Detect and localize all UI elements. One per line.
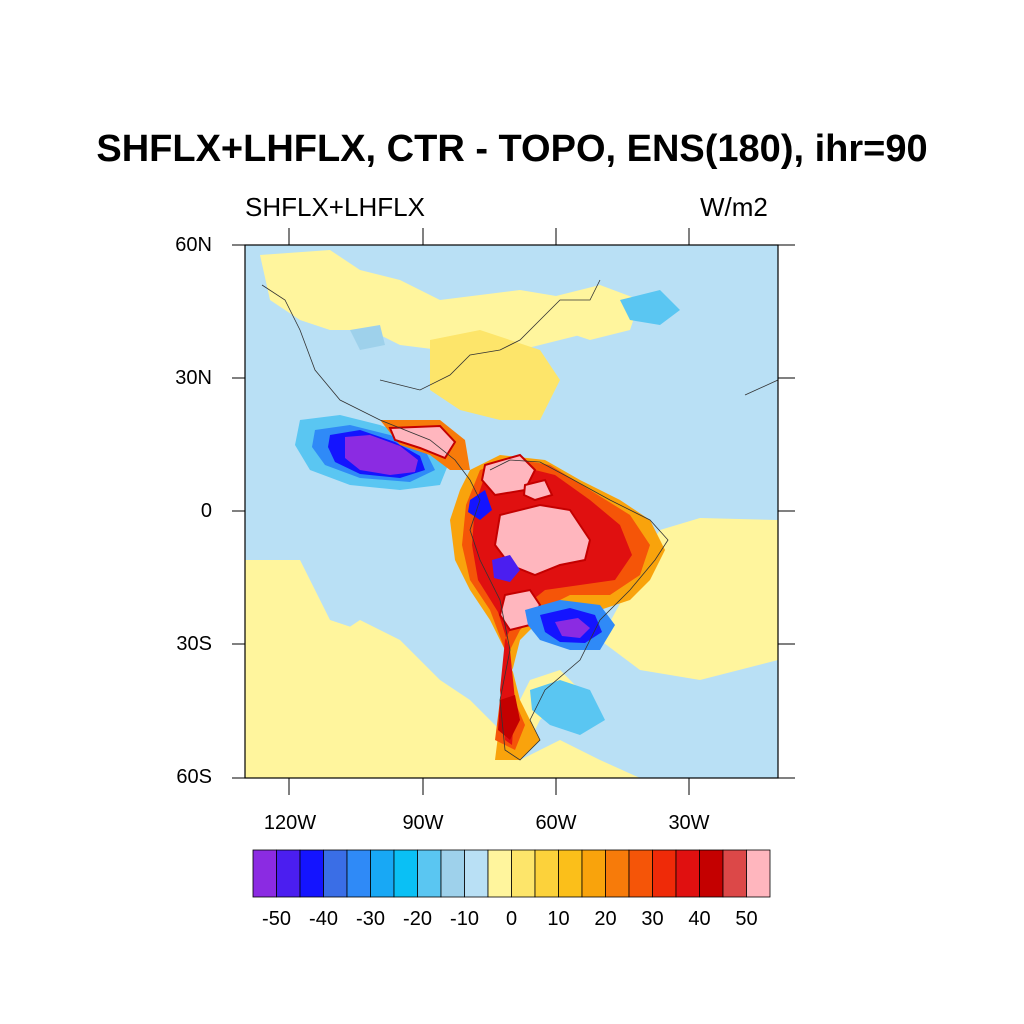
map-field xyxy=(245,245,778,778)
colorbar-box xyxy=(440,849,465,898)
lon-label-120w: 120W xyxy=(263,812,317,834)
colorbar-box xyxy=(393,849,418,898)
colorbar-box xyxy=(746,849,771,898)
lat-label-30s: 30S xyxy=(176,633,212,655)
colorbar-box xyxy=(511,849,536,898)
colorbar-box xyxy=(699,849,724,898)
colorbar-box xyxy=(487,849,512,898)
colorbar-label: -10 xyxy=(450,908,479,930)
lon-label-90w: 90W xyxy=(402,812,444,834)
map-ticks xyxy=(232,228,795,795)
colorbar-box xyxy=(628,849,653,898)
lat-label-eq: 0 xyxy=(200,500,212,522)
north-america-positive xyxy=(260,250,600,350)
colorbar-box xyxy=(558,849,583,898)
colorbar-label: 30 xyxy=(641,908,664,930)
colorbar-box xyxy=(534,849,559,898)
gulf-positive xyxy=(430,330,560,420)
lon-label-30w: 30W xyxy=(668,812,710,834)
colorbar-box xyxy=(417,849,442,898)
colorbar-box xyxy=(652,849,677,898)
colorbar-label: 20 xyxy=(594,908,617,930)
colorbar-label: 0 xyxy=(505,908,518,930)
lat-label-60s: 60S xyxy=(176,766,212,788)
variable-label: SHFLX+LHFLX xyxy=(245,192,425,222)
south-pacific-positive xyxy=(245,560,520,778)
colorbar-box xyxy=(252,849,277,898)
map-title: SHFLX+LHFLX, CTR - TOPO, ENS(180), ihr=9… xyxy=(96,128,928,170)
colorbar-box xyxy=(370,849,395,898)
colorbar-box xyxy=(323,849,348,898)
colorbar-box xyxy=(675,849,700,898)
colorbar-box xyxy=(299,849,324,898)
colorbar-box xyxy=(346,849,371,898)
colorbar-box xyxy=(276,849,301,898)
colorbar-box xyxy=(464,849,489,898)
colorbar-label: -20 xyxy=(403,908,432,930)
lon-label-60w: 60W xyxy=(535,812,577,834)
colorbar-label: 10 xyxy=(547,908,570,930)
colorbar-label: 50 xyxy=(735,908,758,930)
colorbar xyxy=(252,849,771,898)
colorbar-box xyxy=(581,849,606,898)
colorbar-box xyxy=(605,849,630,898)
amazon-core xyxy=(493,503,592,577)
colorbar-label: -30 xyxy=(356,908,385,930)
colorbar-label: 40 xyxy=(688,908,711,930)
colorbar-box xyxy=(722,849,747,898)
colorbar-label: -40 xyxy=(309,908,338,930)
lat-label-30n: 30N xyxy=(175,367,212,389)
lat-label-60n: 60N xyxy=(175,234,212,256)
units-label: W/m2 xyxy=(700,192,768,222)
colorbar-label: -50 xyxy=(262,908,291,930)
